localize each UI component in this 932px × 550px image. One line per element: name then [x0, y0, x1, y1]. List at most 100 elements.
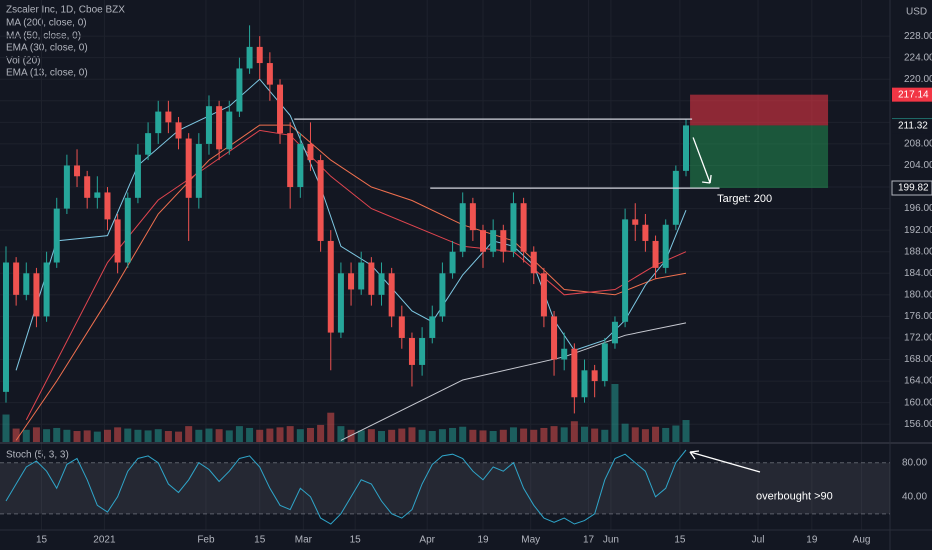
- candle-body: [74, 165, 81, 177]
- candle-body: [195, 143, 202, 198]
- candle-body: [337, 273, 344, 333]
- x-tick-label: May: [521, 535, 540, 546]
- volume-bar: [286, 426, 294, 442]
- candle-body: [236, 68, 243, 112]
- volume-bar: [388, 429, 396, 442]
- volume-bar: [256, 429, 264, 442]
- candle-body: [632, 219, 639, 225]
- target-zone: [690, 125, 829, 189]
- volume-bar: [520, 428, 528, 442]
- stoch-title: Stoch (5, 3, 3): [6, 450, 69, 461]
- y-tick-label: 208.00: [904, 139, 932, 150]
- y-tick-label: 168.00: [904, 354, 932, 365]
- candle-body: [2, 262, 9, 392]
- volume-bar: [662, 427, 670, 442]
- volume-bar: [337, 426, 345, 442]
- candle-body: [53, 208, 60, 263]
- candle-body: [358, 262, 365, 290]
- x-tick-label: Aug: [853, 535, 871, 546]
- candle-body: [327, 240, 334, 333]
- y-tick-label: 80.00: [902, 457, 927, 468]
- volume-bar: [652, 426, 660, 442]
- y-tick-label: 188.00: [904, 246, 932, 257]
- volume-bar: [611, 384, 619, 442]
- candle-body: [94, 192, 101, 198]
- candle-body: [43, 262, 50, 317]
- volume-bar: [570, 421, 578, 442]
- volume-bar: [499, 429, 507, 442]
- volume-bar: [205, 428, 213, 442]
- volume-bar: [124, 428, 132, 442]
- stoch-line: [5, 449, 687, 525]
- volume-bar: [53, 427, 61, 442]
- candle-body: [287, 133, 294, 188]
- volume-bar: [418, 429, 426, 442]
- price-label-bg: [892, 119, 932, 134]
- price-label: 211.32: [898, 121, 928, 132]
- volume-bar: [32, 427, 40, 442]
- candle-body: [530, 251, 537, 274]
- candle-body: [662, 224, 669, 268]
- x-tick-label: Mar: [295, 535, 313, 546]
- candle-body: [378, 273, 385, 295]
- candle-body: [145, 133, 152, 155]
- candle-body: [611, 321, 618, 344]
- volume-bar: [682, 420, 690, 442]
- volume-bar: [296, 429, 304, 442]
- legend-entry: EMA (30, close, 0): [6, 43, 88, 54]
- y-tick-label: 156.00: [904, 419, 932, 430]
- x-tick-label: 15: [254, 535, 266, 546]
- price-label: 217.14: [898, 89, 929, 100]
- x-tick-label: 15: [674, 535, 686, 546]
- price-label-bg: [891, 180, 932, 196]
- volume-bar: [175, 431, 183, 442]
- volume-bar: [459, 426, 467, 442]
- candle-body: [591, 370, 598, 382]
- candle-body: [307, 143, 314, 161]
- x-tick-label: 19: [806, 535, 818, 546]
- volume-bar: [357, 430, 365, 442]
- volume-bar: [601, 429, 609, 442]
- volume-bar: [560, 427, 568, 442]
- x-tick-label: Apr: [419, 535, 435, 546]
- candle-body: [642, 224, 649, 241]
- annotation: Target: 200: [717, 193, 772, 205]
- candle-body: [652, 240, 659, 268]
- arrow: [692, 137, 712, 184]
- candle-body: [398, 316, 405, 338]
- volume-bar: [438, 429, 446, 442]
- stop-zone: [690, 94, 829, 126]
- arrow: [689, 450, 761, 473]
- candle-body: [185, 138, 192, 198]
- candle-body: [520, 203, 527, 252]
- volume-bar: [12, 428, 20, 442]
- volume-bar: [215, 429, 223, 442]
- candle-body: [571, 348, 578, 398]
- volume-bar: [631, 427, 639, 442]
- candle-body: [408, 337, 415, 365]
- legend-entry: MA (200, close, 0): [6, 18, 87, 29]
- volume-bar: [550, 426, 558, 442]
- x-tick-label: 15: [36, 535, 48, 546]
- candle-body: [23, 273, 30, 295]
- volume-bar: [103, 429, 111, 442]
- volume-bar: [591, 428, 599, 442]
- volume-bar: [378, 431, 386, 442]
- price-label-bg: [892, 87, 932, 102]
- legend-entry: EMA (13, close, 0): [6, 68, 88, 79]
- candle-body: [246, 46, 253, 69]
- y-tick-label: 192.00: [904, 225, 932, 236]
- candle-body: [317, 160, 324, 241]
- candle-body: [277, 84, 284, 134]
- candle-body: [134, 154, 141, 198]
- volume-bar: [246, 427, 254, 442]
- y-tick-label: 172.00: [904, 333, 932, 344]
- candle-body: [216, 106, 223, 150]
- y-tick-label: 224.00: [904, 52, 932, 63]
- volume-bar: [235, 426, 243, 442]
- annotation: overbought >90: [756, 491, 833, 503]
- volume-bar: [449, 427, 457, 442]
- volume-bar: [22, 429, 30, 442]
- x-tick-label: 2021: [93, 535, 116, 546]
